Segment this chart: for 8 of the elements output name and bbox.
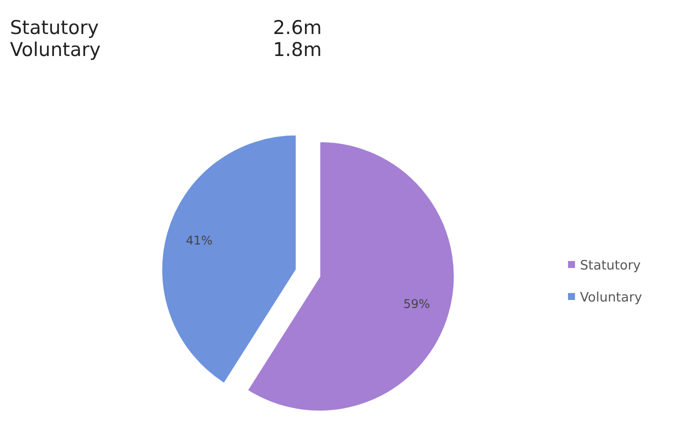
- text: Statutory: [10, 17, 99, 39]
- text: Voluntary: [10, 39, 101, 61]
- text: 2.6m: [273, 17, 322, 39]
- legend-label: Voluntary: [580, 290, 642, 306]
- data-label: 41%: [186, 234, 213, 248]
- text: 1.8m: [273, 39, 322, 61]
- legend-label: Statutory: [580, 258, 642, 274]
- data-label: 59%: [403, 296, 430, 311]
